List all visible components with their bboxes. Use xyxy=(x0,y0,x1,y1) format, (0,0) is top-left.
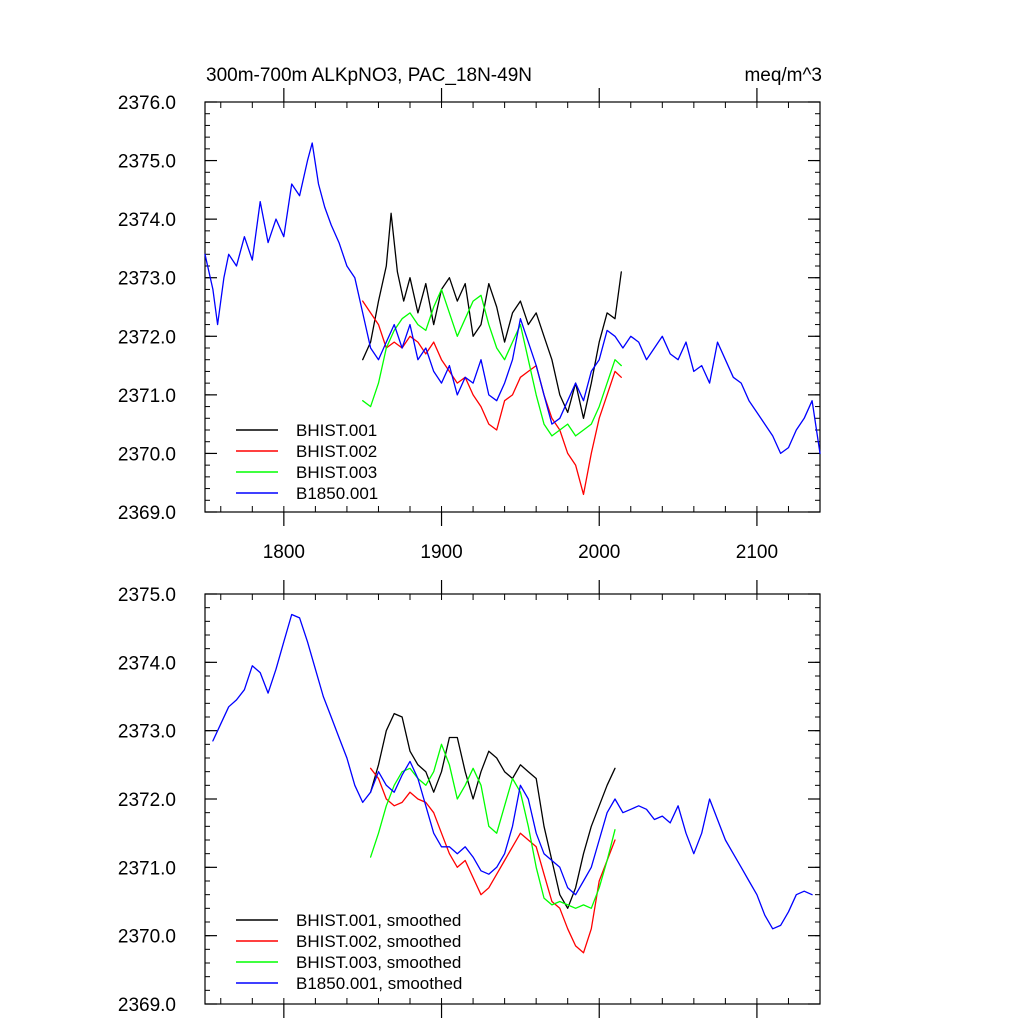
panel0-y-tick-label: 2369.0 xyxy=(118,503,176,524)
panel1-y-tick-label: 2370.0 xyxy=(118,927,176,948)
panel0-legend-label-3: B1850.001 xyxy=(296,484,378,503)
panel1-series-line-1 xyxy=(369,767,616,954)
bottom-panel-legend: BHIST.001, smoothed BHIST.002, smoothed BH… xyxy=(236,911,462,993)
panel0-series-line-3 xyxy=(204,142,821,455)
panel1-legend-label-1: BHIST.002, smoothed xyxy=(296,932,461,951)
panel1-series-line-0 xyxy=(369,712,616,909)
top-panel-legend: BHIST.001 BHIST.002 BHIST.003 B1850.001 xyxy=(236,421,378,503)
panel0-plot-frame xyxy=(204,101,821,513)
panel1-y-tick-label: 2374.0 xyxy=(118,653,176,674)
bottom-panel-axes: 2369.0 2370.0 2371.0 2372.0 2373.0 2374.0 2375… xyxy=(118,580,821,1018)
panel0-x-tick-label: 2100 xyxy=(736,542,778,563)
panel0-y-tick-label: 2374.0 xyxy=(118,210,176,231)
panel0-y-tick-label: 2372.0 xyxy=(118,327,176,348)
panel1-y-tick-label: 2372.0 xyxy=(118,790,176,811)
panel1-series-line-2 xyxy=(369,743,616,909)
panel1-y-tick-label: 2373.0 xyxy=(118,722,176,743)
bottom-panel: 2369.0 2370.0 2371.0 2372.0 2373.0 2374.0 2375… xyxy=(118,580,821,1018)
panel0-series-line-1 xyxy=(362,300,622,496)
panel0-legend-label-1: BHIST.002 xyxy=(296,442,377,461)
panel0-y-tick-label: 2373.0 xyxy=(118,269,176,290)
panel0-legend-label-0: BHIST.001 xyxy=(296,421,377,440)
panel0-x-tick-label: 1800 xyxy=(263,542,305,563)
panel0-y-tick-label: 2371.0 xyxy=(118,386,176,407)
panel0-legend-label-2: BHIST.003 xyxy=(296,463,377,482)
panel1-legend-label-0: BHIST.001, smoothed xyxy=(296,911,461,930)
panel0-y-tick-label: 2376.0 xyxy=(118,93,176,114)
top-panel-title: 300m-700m ALKpNO3, PAC_18N-49N xyxy=(206,65,532,86)
top-panel-axes: 1800 1900 2000 2100 2369.0 2370.0 2371.0 2372.0… xyxy=(118,88,821,563)
top-panel-series xyxy=(204,142,821,496)
bottom-panel-series xyxy=(212,613,813,954)
panel1-legend-label-3: B1850.001, smoothed xyxy=(296,974,462,993)
panel0-y-tick-label: 2375.0 xyxy=(118,152,176,173)
panel0-series-line-2 xyxy=(362,288,622,437)
panel0-y-tick-label: 2370.0 xyxy=(118,444,176,465)
panel0-x-tick-label: 2000 xyxy=(578,542,620,563)
panel0-series-line-0 xyxy=(362,212,622,419)
panel0-x-tick-label: 1900 xyxy=(420,542,462,563)
top-panel-units: meq/m^3 xyxy=(744,65,822,86)
panel1-y-tick-label: 2371.0 xyxy=(118,858,176,879)
top-panel: 300m-700m ALKpNO3, PAC_18N-49N meq/m^3 1… xyxy=(118,65,822,563)
panel1-series-line-3 xyxy=(212,613,813,930)
panel1-y-tick-label: 2369.0 xyxy=(118,995,176,1016)
panel1-y-tick-label: 2375.0 xyxy=(118,585,176,606)
panel1-legend-label-2: BHIST.003, smoothed xyxy=(296,953,461,972)
